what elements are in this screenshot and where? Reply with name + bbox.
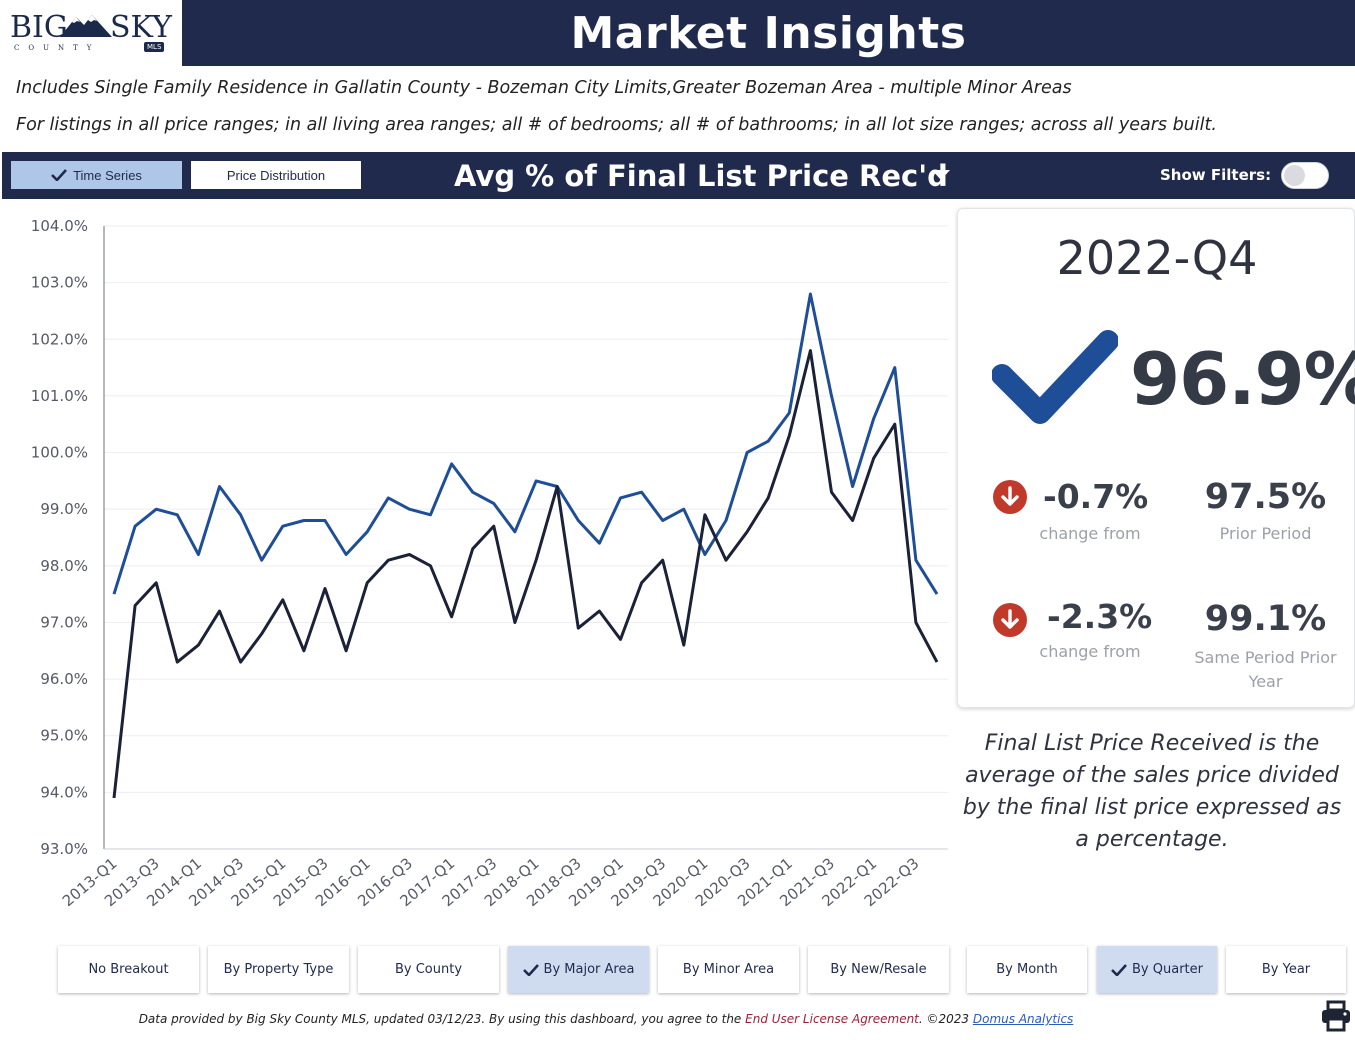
by-quarter-label: By Quarter	[1132, 962, 1203, 977]
y-tick-label: 96.0%	[40, 670, 88, 688]
same-period-caption: Same Period Prior Year	[1194, 648, 1337, 691]
same-period-value: 99.1%	[1204, 599, 1327, 639]
domus-analytics-link[interactable]: Domus Analytics	[972, 1012, 1074, 1026]
time-series-chart: 104.0% 103.0% 102.0% 101.0% 100.0% 99.0% 98.0%…	[31, 217, 948, 910]
kpi-card: 2022-Q4 96.9% -0.7% change from 97.5% Pr…	[957, 208, 1355, 708]
y-tick-label: 101.0%	[31, 387, 88, 405]
checkmark-icon	[522, 963, 539, 976]
license-link[interactable]: End User License Agreement	[745, 1012, 919, 1026]
kpi-value: 96.9%	[1130, 337, 1355, 421]
logo-subtitle: COUNTY	[14, 44, 101, 52]
show-filters-toggle[interactable]	[1281, 162, 1329, 189]
footer-copyright: . ©2023	[918, 1012, 973, 1026]
metric-dropdown[interactable]: Avg % of Final List Price Rec'd	[445, 152, 960, 199]
y-tick-label: 95.0%	[40, 727, 88, 745]
checkmark-icon	[51, 169, 68, 181]
change-prior-period-caption: change from	[1039, 524, 1141, 543]
print-icon[interactable]	[1320, 1000, 1352, 1032]
toolbar: Time Series Price Distribution Avg % of …	[2, 152, 1355, 199]
by-year-button[interactable]: By Year	[1226, 946, 1346, 993]
by-minor-area-button[interactable]: By Minor Area	[658, 946, 799, 993]
logo-sky-text: SKY	[110, 10, 172, 45]
by-major-area-button[interactable]: By Major Area	[508, 946, 649, 993]
checkmark-icon	[992, 330, 1118, 424]
by-county-button[interactable]: By County	[358, 946, 499, 993]
series-line-1	[112, 292, 939, 595]
header: BIG SKY COUNTY MLS Market Insights	[0, 0, 1355, 66]
by-minor-area-label: By Minor Area	[682, 962, 775, 977]
no-breakout-label: No Breakout	[88, 962, 169, 977]
price-distribution-button[interactable]: Price Distribution	[191, 161, 361, 189]
y-tick-label: 93.0%	[40, 840, 88, 858]
toggle-knob	[1284, 165, 1305, 186]
page-title: Market Insights	[570, 7, 967, 59]
by-new-resale-label: By New/Resale	[830, 962, 927, 977]
chevron-down-icon	[932, 170, 950, 180]
by-month-label: By Month	[996, 962, 1058, 977]
time-series-button[interactable]: Time Series	[11, 161, 182, 189]
show-filters-label: Show Filters:	[1160, 166, 1272, 184]
by-quarter-button[interactable]: By Quarter	[1097, 946, 1217, 993]
price-distribution-label: Price Distribution	[226, 167, 326, 183]
by-major-area-label: By Major Area	[543, 962, 635, 977]
series-line-2	[112, 349, 939, 799]
logo-big-text: BIG	[10, 10, 68, 45]
y-tick-label: 94.0%	[40, 783, 88, 801]
no-breakout-button[interactable]: No Breakout	[58, 946, 199, 993]
by-county-label: By County	[394, 962, 463, 977]
footer-text: Data provided by Big Sky County MLS, upd…	[138, 1012, 746, 1026]
logo-mls-badge: MLS	[144, 42, 165, 52]
mountain-icon	[60, 15, 112, 37]
kpi-period: 2022-Q4	[1056, 231, 1258, 285]
y-tick-label: 104.0%	[31, 217, 88, 235]
title-bar: Market Insights	[182, 0, 1355, 66]
y-tick-label: 100.0%	[31, 444, 88, 462]
prior-period-caption: Prior Period	[1219, 524, 1312, 543]
prior-period-value: 97.5%	[1204, 477, 1327, 517]
by-new-resale-button[interactable]: By New/Resale	[808, 946, 949, 993]
down-arrow-icon	[993, 480, 1027, 514]
by-property-type-button[interactable]: By Property Type	[208, 946, 349, 993]
change-same-period: -2.3%	[1047, 597, 1153, 636]
y-tick-label: 98.0%	[40, 557, 88, 575]
metric-label: Avg % of Final List Price Rec'd	[454, 158, 948, 193]
down-arrow-icon	[993, 603, 1027, 637]
by-month-button[interactable]: By Month	[967, 946, 1087, 993]
filter-description-line1: Includes Single Family Residence in Gall…	[16, 78, 1072, 98]
by-property-type-label: By Property Type	[223, 962, 334, 977]
y-tick-label: 103.0%	[31, 274, 88, 292]
y-tick-label: 102.0%	[31, 330, 88, 348]
change-same-period-caption: change from	[1039, 642, 1141, 661]
y-tick-label: 97.0%	[40, 613, 88, 631]
big-sky-mls-logo[interactable]: BIG SKY COUNTY MLS	[0, 0, 182, 66]
footer: Data provided by Big Sky County MLS, upd…	[0, 1012, 1212, 1026]
metric-explanation: Final List Price Received is the average…	[962, 731, 1342, 852]
change-prior-period: -0.7%	[1043, 477, 1149, 516]
y-tick-label: 99.0%	[40, 500, 88, 518]
by-year-label: By Year	[1261, 962, 1311, 977]
checkmark-icon	[1111, 963, 1127, 976]
filter-description-line2: For listings in all price ranges; in all…	[16, 115, 1217, 135]
time-series-label: Time Series	[73, 167, 142, 183]
